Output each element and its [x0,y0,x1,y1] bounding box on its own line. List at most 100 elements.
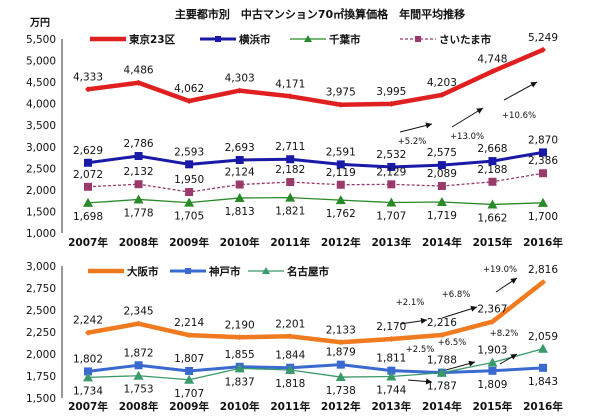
data-point [386,371,397,381]
annotation-arrow [503,81,538,101]
data-point [133,194,144,204]
data-label: 4,171 [275,78,305,90]
data-point [540,279,546,286]
annotation-arrowhead [476,108,483,114]
x-tick-label: 2010年 [220,236,260,249]
data-label: 4,203 [427,77,457,89]
data-point [184,197,195,207]
data-label: 1,762 [326,208,356,220]
data-point [387,180,396,189]
bottom-chart: 1,500 1,750 2,000 2,250 2,500 2,750 3,000 2007年… [26,261,563,413]
data-point [235,156,244,165]
legend-label: 千葉市 [329,33,361,46]
data-label: 2,124 [225,167,255,179]
data-point [337,101,344,108]
data-point [84,182,92,191]
data-label: 2,591 [326,146,356,158]
x-tick-label: 2013年 [371,236,411,249]
data-point [488,366,497,375]
annotation-arrowhead [510,354,517,360]
data-label: 1,744 [376,385,406,397]
annotation-arrowhead [425,122,432,129]
data-point [236,334,243,341]
data-label: 2,870 [528,134,558,146]
data-label: 1,778 [124,207,154,219]
data-label: 2,188 [477,164,507,176]
data-label: 1,843 [528,376,558,388]
y-tick-label: 2,250 [26,327,56,339]
data-label: 2,693 [225,142,255,154]
data-point [286,178,295,187]
annotation-arrowhead [468,360,475,367]
x-tick-label: 2011年 [270,236,310,249]
data-label: 1,707 [174,388,204,400]
data-point [287,93,294,100]
data-point [538,197,548,207]
growth-annotation: +5.2% [398,137,427,147]
data-label: 2,129 [376,166,406,178]
data-point [489,318,496,325]
data-point [234,363,245,373]
growth-annotation: +6.8% [442,290,471,300]
annotation-arrowhead [530,82,537,88]
data-label: 5,249 [528,32,558,44]
legend-marker [262,267,270,274]
growth-annotation: +6.5% [438,338,467,348]
data-label: 2,133 [326,324,356,336]
data-label: 1,662 [477,212,507,224]
y-tick-label: 2,000 [26,185,56,197]
data-label: 1,707 [376,211,406,223]
data-label: 2,593 [174,146,204,158]
data-point [538,343,548,353]
y-tick-label: 2,000 [26,349,56,361]
data-label: 1,813 [225,206,255,218]
data-label: 2,786 [124,138,154,150]
legend-marker [185,268,191,274]
x-tick-label: 2016年 [523,236,563,249]
data-point [236,87,243,94]
legend-marker [415,36,421,42]
data-label: 4,303 [225,73,255,85]
data-label: 4,748 [477,53,507,65]
annotation-arrowhead [425,378,432,385]
data-label: 4,333 [73,71,103,83]
data-label: 1,787 [427,381,457,393]
data-point [438,91,445,98]
data-point [336,360,345,369]
data-label: 2,386 [528,155,558,167]
series-line [87,47,544,107]
data-label: 2,345 [124,306,154,318]
data-label: 1,698 [73,211,103,223]
y-tick-label: 1,500 [26,393,56,405]
y-tick-label: 2,500 [26,305,56,317]
data-label: 3,995 [376,86,406,98]
x-tick-label: 2007年 [68,400,108,413]
y-axis-unit: 万円 [29,17,50,29]
data-label: 2,059 [528,331,558,343]
y-tick-label: 1,500 [26,206,56,218]
data-point [437,161,446,170]
annotation-arrow [441,306,478,319]
data-label: 1,855 [225,349,255,361]
data-point [235,180,244,189]
data-point [85,86,91,93]
data-label: 2,072 [73,169,103,181]
top-chart: 1,000 1,500 2,000 2,500 3,000 3,500 4,000 4,500… [26,32,563,249]
y-tick-label: 2,500 [26,163,56,175]
data-point [488,157,497,166]
y-tick-label: 3,000 [26,142,56,154]
data-label: 1,821 [275,206,305,218]
annotation-arrowhead [470,305,477,312]
data-label: 2,367 [477,304,507,316]
y-tick-label: 3,000 [26,261,56,273]
data-point [335,195,346,205]
data-label: 1,811 [376,353,406,365]
legend-label: 東京23区 [129,33,176,46]
growth-annotation: +19.0% [483,265,517,275]
data-label: 1,837 [225,376,255,388]
x-tick-label: 2015年 [473,236,513,249]
annotation-arrowhead [420,317,427,324]
y-tick-label: 1,000 [26,228,56,240]
growth-annotation: +10.6% [502,111,536,121]
